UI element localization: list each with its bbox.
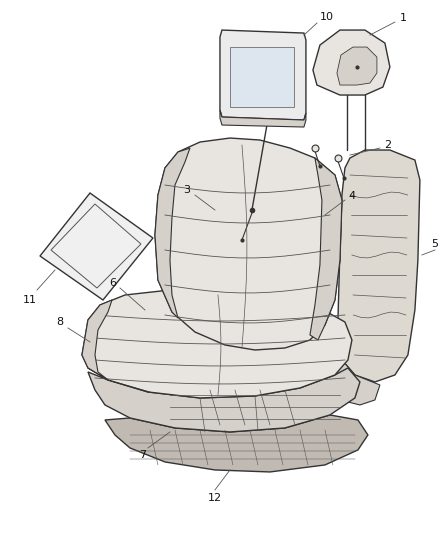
Polygon shape — [310, 158, 342, 340]
Polygon shape — [230, 47, 294, 107]
Polygon shape — [338, 150, 420, 382]
Text: 11: 11 — [23, 295, 37, 305]
Text: 4: 4 — [348, 191, 356, 201]
Text: 8: 8 — [57, 317, 64, 327]
Text: 3: 3 — [184, 185, 191, 195]
Text: 7: 7 — [139, 450, 147, 460]
Polygon shape — [220, 30, 306, 120]
Polygon shape — [220, 110, 306, 127]
Polygon shape — [82, 300, 112, 380]
Polygon shape — [337, 47, 377, 85]
Text: 1: 1 — [399, 13, 406, 23]
Text: 12: 12 — [208, 493, 222, 503]
Text: 2: 2 — [385, 140, 392, 150]
Polygon shape — [82, 290, 352, 398]
Polygon shape — [105, 415, 368, 472]
Text: 5: 5 — [431, 239, 438, 249]
Polygon shape — [330, 360, 380, 405]
Polygon shape — [155, 138, 342, 350]
Polygon shape — [313, 30, 390, 95]
Polygon shape — [155, 148, 190, 318]
Text: 6: 6 — [110, 278, 117, 288]
Polygon shape — [51, 204, 141, 288]
Text: 10: 10 — [320, 12, 334, 22]
Polygon shape — [40, 193, 153, 300]
Polygon shape — [88, 368, 360, 432]
